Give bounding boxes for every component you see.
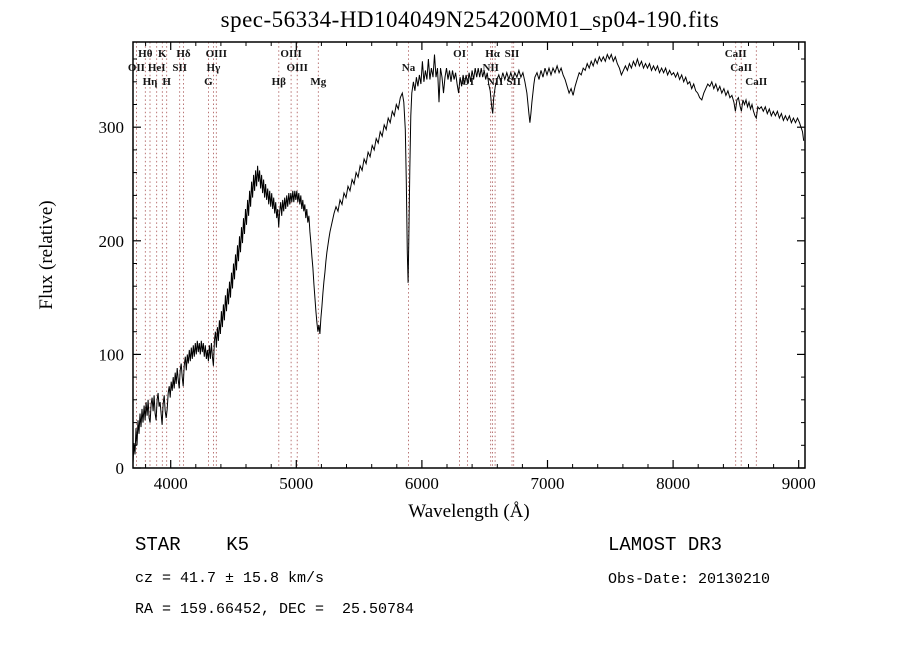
object-class-text: STAR K5 (135, 534, 250, 556)
y-axis-label: Flux (relative) (36, 200, 57, 310)
spectral-line-label: OII (128, 62, 145, 74)
spectral-line-label: OI (461, 76, 474, 88)
x-tick-label: 4000 (154, 474, 188, 493)
spectral-line-label: H (162, 76, 171, 88)
spectral-line-label: Hγ (207, 62, 221, 74)
y-tick-label: 100 (99, 345, 125, 364)
spectral-line-label: NII (487, 76, 504, 88)
x-tick-label: 9000 (782, 474, 816, 493)
spectral-line-label: OIII (286, 62, 307, 74)
spectral-line-label: CaII (730, 62, 752, 74)
spectral-line-label: SII (505, 48, 520, 60)
x-axis-label: Wavelength (Å) (408, 501, 530, 522)
spectral-line-label: K (158, 48, 167, 60)
spectral-line-label: Na (402, 62, 416, 74)
spectral-line-label: OI (453, 48, 466, 60)
x-tick-label: 5000 (279, 474, 313, 493)
ra-dec-text: RA = 159.66452, DEC = 25.50784 (135, 601, 415, 618)
y-tick-label: 0 (116, 459, 125, 478)
spectral-line-label: CaII (725, 48, 747, 60)
y-tick-label: 200 (99, 232, 125, 251)
spectral-line-label: Hδ (176, 48, 191, 60)
spectral-line-label: CaII (745, 76, 767, 88)
spectral-line-label: Hβ (272, 76, 287, 88)
x-tick-label: 8000 (656, 474, 690, 493)
spectral-line-label: G (204, 76, 213, 88)
spectrum-trace (133, 53, 805, 464)
spectral-line-label: HeI (148, 62, 166, 74)
x-tick-label: 7000 (531, 474, 565, 493)
spectral-line-label: Mg (310, 76, 326, 88)
spectral-line-label: Hθ (138, 48, 153, 60)
spectral-line-label: OIII (206, 48, 227, 60)
spectral-line-label: OIII (280, 48, 301, 60)
spectral-line-label: SII (172, 62, 187, 74)
obs-date-text: Obs-Date: 20130210 (608, 571, 771, 588)
spectral-line-label: Hα (485, 48, 501, 60)
spectral-line-label: SII (506, 76, 521, 88)
spectral-line-label: NII (482, 62, 499, 74)
y-tick-label: 300 (99, 118, 125, 137)
spectral-line-label: Hη (143, 76, 158, 88)
plot-title: spec-56334-HD104049N254200M01_sp04-190.f… (220, 7, 720, 32)
cz-velocity-text: cz = 41.7 ± 15.8 km/s (135, 570, 325, 587)
plot-frame (132, 41, 806, 469)
x-tick-label: 6000 (405, 474, 439, 493)
survey-release-text: LAMOST DR3 (608, 534, 723, 556)
